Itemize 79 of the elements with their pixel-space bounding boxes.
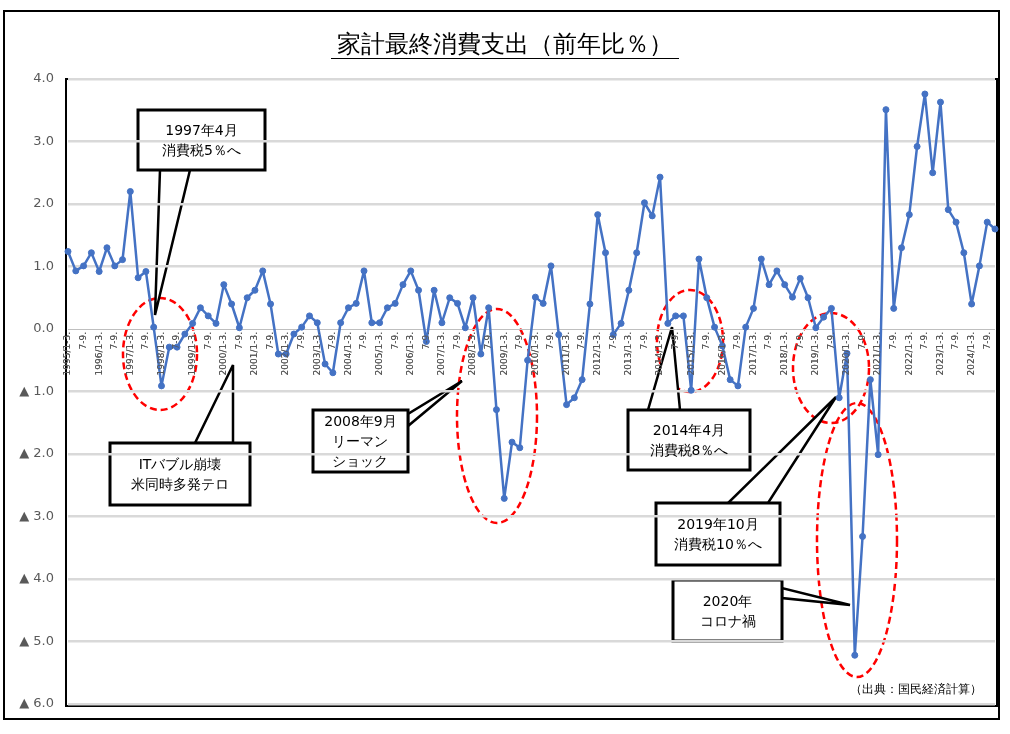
x-tick-label: 2015/1-3. — [685, 332, 696, 376]
x-tick-label: 2005/1-3. — [373, 332, 384, 376]
y-tick-label: 0.0 — [33, 320, 54, 336]
x-tick-label: 2022/1-3. — [903, 332, 914, 376]
x-tick-label: 7-9. — [296, 332, 307, 350]
x-tick-label: 7-9. — [358, 332, 369, 350]
x-tick-label: 7-9. — [451, 332, 462, 350]
x-tick-label: 7-9. — [77, 332, 88, 350]
x-tick-label: 7-9. — [919, 332, 930, 350]
chart-title: 家計最終消費支出（前年比％） — [331, 30, 679, 59]
x-tick-label: 2021/1-3. — [872, 332, 883, 376]
x-tick-label: 1996/1-3. — [93, 332, 104, 376]
x-tick-label: 2001/1-3. — [249, 332, 260, 376]
x-tick-label: 7-9. — [794, 332, 805, 350]
x-tick-label: 7-9. — [981, 332, 992, 350]
x-tick-label: 2014/1-3. — [654, 332, 665, 376]
x-tick-label: 7-9. — [701, 332, 712, 350]
x-tick-label: 2000/1-3. — [218, 332, 229, 376]
x-tick-label: 2012/1-3. — [592, 332, 603, 376]
x-tick-label: 7-9. — [638, 332, 649, 350]
x-tick-label: 2002/1-3. — [280, 332, 291, 376]
y-tick-label: 2.0 — [33, 195, 54, 211]
x-tick-label: 7-9. — [950, 332, 961, 350]
x-tick-label: 2018/1-3. — [779, 332, 790, 376]
x-tick-label: 2019/1-3. — [810, 332, 821, 376]
x-tick-label: 2009/1-3. — [498, 332, 509, 376]
x-tick-label: 2013/1-3. — [623, 332, 634, 376]
x-tick-label: 7-9. — [856, 332, 867, 350]
x-tick-label: 7-9. — [140, 332, 151, 350]
x-tick-label: 7-9. — [732, 332, 743, 350]
x-tick-label: 7-9. — [171, 332, 182, 350]
x-tick-label: 2020/1-3. — [841, 332, 852, 376]
x-tick-label: 7-9. — [763, 332, 774, 350]
y-tick-label: ▲ 1.0 — [19, 382, 54, 398]
x-tick-label: 7-9. — [576, 332, 587, 350]
x-tick-label: 7-9. — [389, 332, 400, 350]
annotation: 2014年4月消費税8％へ — [649, 421, 729, 460]
x-tick-label: 2011/1-3. — [560, 332, 571, 376]
annotation: 1997年4月消費税5％へ — [162, 121, 241, 160]
x-tick-label: 1995/1-3. — [62, 332, 73, 376]
x-tick-label: 7-9. — [264, 332, 275, 350]
x-tick-label: 2023/1-3. — [934, 332, 945, 376]
x-tick-label: 2007/1-3. — [436, 332, 447, 376]
annotation: （出典：国民経済計算） — [850, 681, 982, 698]
annotation: ITバブル崩壊米同時多発テロ — [131, 455, 229, 494]
annotation: 2008年9月リーマンショック — [324, 412, 397, 471]
y-tick-label: ▲ 4.0 — [19, 570, 54, 586]
y-tick-label: 4.0 — [33, 70, 54, 86]
x-tick-label: 1999/1-3. — [186, 332, 197, 376]
y-tick-label: ▲ 3.0 — [19, 507, 54, 523]
x-tick-label: 7-9. — [514, 332, 525, 350]
x-tick-label: 2017/1-3. — [747, 332, 758, 376]
x-tick-label: 2008/1-3. — [467, 332, 478, 376]
x-tick-label: 2004/1-3. — [342, 332, 353, 376]
y-tick-label: ▲ 6.0 — [19, 695, 54, 711]
x-tick-label: 7-9. — [607, 332, 618, 350]
x-tick-label: 7-9. — [888, 332, 899, 350]
x-tick-label: 7-9. — [327, 332, 338, 350]
y-tick-label: 1.0 — [33, 257, 54, 273]
y-tick-label: 3.0 — [33, 132, 54, 148]
x-tick-label: 7-9. — [233, 332, 244, 350]
x-tick-label: 7-9. — [202, 332, 213, 350]
x-tick-label: 7-9. — [669, 332, 680, 350]
x-tick-label: 2016/1-3. — [716, 332, 727, 376]
x-tick-label: 7-9. — [420, 332, 431, 350]
y-tick-label: ▲ 2.0 — [19, 445, 54, 461]
x-tick-label: 1997/1-3. — [124, 332, 135, 376]
x-tick-label: 7-9. — [825, 332, 836, 350]
x-tick-label: 7-9. — [109, 332, 120, 350]
x-tick-label: 7-9. — [483, 332, 493, 350]
x-tick-label: 7-9. — [545, 332, 556, 350]
y-tick-label: ▲ 5.0 — [19, 632, 54, 648]
annotation: 2019年10月消費税10％へ — [674, 515, 762, 554]
x-tick-label: 1998/1-3. — [155, 332, 166, 376]
x-tick-label: 2003/1-3. — [311, 332, 322, 376]
x-tick-label: 2024/1-3. — [965, 332, 976, 376]
x-tick-label: 2010/1-3. — [529, 332, 540, 376]
annotation: 2020年コロナ禍 — [699, 591, 756, 631]
x-tick-label: 2006/1-3. — [405, 332, 416, 376]
